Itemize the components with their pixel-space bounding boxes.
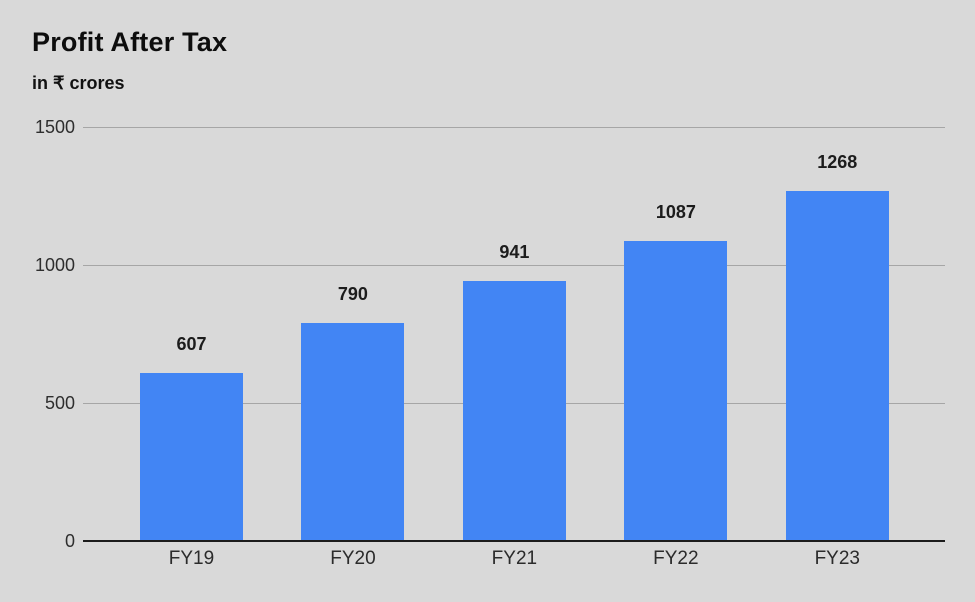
y-axis-tick-label: 500 (44, 393, 75, 413)
bar-value-label: 941 (499, 242, 530, 263)
bar-FY19 (140, 373, 243, 541)
bar-FY22 (624, 240, 728, 541)
x-axis-label: FY20 (330, 548, 376, 569)
x-axis-label: FY21 (491, 548, 538, 569)
x-axis-label: FY23 (814, 548, 860, 569)
bar-value-label: 1087 (655, 201, 696, 222)
bar-FY21 (462, 281, 566, 541)
x-axis-baseline (83, 540, 945, 542)
bar-value-label: 1268 (817, 152, 858, 173)
bar-FY23 (785, 191, 889, 541)
gridline (83, 127, 945, 128)
x-axis-label: FY22 (653, 548, 699, 569)
y-axis-tick-label: 1000 (34, 255, 75, 275)
chart-subtitle: in ₹ crores (32, 73, 125, 93)
bar-value-label: 607 (176, 334, 207, 355)
bar-FY20 (301, 322, 405, 541)
y-axis-tick-label: 1500 (34, 117, 75, 137)
chart-title: Profit After Tax (32, 27, 228, 57)
x-axis-label: FY19 (168, 548, 215, 569)
y-axis-tick-label: 0 (64, 531, 75, 551)
gridline (83, 265, 945, 266)
bar-value-label: 790 (337, 283, 368, 304)
